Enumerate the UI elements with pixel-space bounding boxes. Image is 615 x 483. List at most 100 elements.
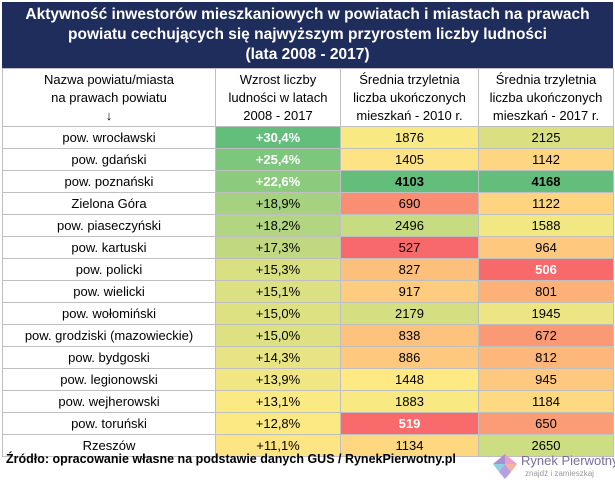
- rynek-pierwotny-logo: Rynek Pierwotny znajdź i zamieszkaj: [491, 452, 615, 482]
- dwellings-2017-cell: 650: [478, 412, 614, 435]
- dwellings-2017-cell: 672: [478, 324, 614, 347]
- header-2017-line-3: mieszkań - 2017 r.: [492, 107, 600, 123]
- dwellings-2017-cell: 506: [478, 258, 614, 281]
- logo-name: Rynek Pierwotny: [521, 453, 615, 468]
- table-row: Rzeszów +11,1% 1134 2650: [2, 434, 614, 457]
- district-name-cell: pow. toruński: [2, 412, 216, 435]
- dwellings-2017-cell: 1588: [478, 214, 614, 237]
- header-name-line-2: na prawach powiatu: [51, 89, 167, 105]
- header-name: Nazwa powiatu/miasta na prawach powiatu …: [2, 68, 216, 127]
- header-growth: Wzrost liczby ludności w latach 2008 - 2…: [215, 68, 341, 127]
- house-logo-icon: [493, 454, 517, 479]
- district-name-cell: pow. piaseczyński: [2, 214, 216, 237]
- dwellings-2017-cell: 945: [478, 368, 614, 391]
- population-growth-cell: +18,9%: [215, 192, 341, 215]
- district-name-cell: pow. wejherowski: [2, 390, 216, 413]
- header-growth-line-3: 2008 - 2017: [243, 107, 313, 123]
- dwellings-2017-cell: 1945: [478, 302, 614, 325]
- dwellings-2017-cell: 1184: [478, 390, 614, 413]
- dwellings-2010-cell: 1134: [340, 434, 479, 457]
- dwellings-2017-cell: 812: [478, 346, 614, 369]
- dwellings-2010-cell: 1405: [340, 148, 479, 171]
- population-growth-cell: +17,3%: [215, 236, 341, 259]
- population-growth-cell: +18,2%: [215, 214, 341, 237]
- header-row: Nazwa powiatu/miasta na prawach powiatu …: [2, 68, 614, 127]
- district-name-cell: Rzeszów: [2, 434, 216, 457]
- down-arrow-icon: ↓: [105, 107, 113, 123]
- population-growth-cell: +13,9%: [215, 368, 341, 391]
- dwellings-2010-cell: 519: [340, 412, 479, 435]
- header-2017-line-2: liczba ukończonych: [489, 89, 603, 105]
- district-name-cell: Zielona Góra: [2, 192, 216, 215]
- title-line-1: Aktywność inwestorów mieszkaniowych w po…: [25, 6, 590, 23]
- dwellings-2017-cell: 2125: [478, 126, 614, 149]
- population-growth-cell: +25,4%: [215, 148, 341, 171]
- dwellings-2010-cell: 886: [340, 346, 479, 369]
- header-2017: Średnia trzyletnia liczba ukończonych mi…: [478, 68, 614, 127]
- header-2010: Średnia trzyletnia liczba ukończonych mi…: [340, 68, 479, 127]
- table-title: Aktywność inwestorów mieszkaniowych w po…: [2, 2, 613, 68]
- district-name-cell: pow. wołomiński: [2, 302, 216, 325]
- table-row: pow. wrocławski +30,4% 1876 2125: [2, 126, 614, 149]
- header-2010-line-2: liczba ukończonych: [353, 89, 466, 105]
- table-row: pow. toruński +12,8% 519 650: [2, 412, 614, 435]
- dwellings-2010-cell: 917: [340, 280, 479, 303]
- dwellings-2010-cell: 1883: [340, 390, 479, 413]
- header-2010-line-1: Średnia trzyletnia: [359, 71, 460, 87]
- table-row: Zielona Góra +18,9% 690 1122: [2, 192, 614, 215]
- dwellings-2017-cell: 2650: [478, 434, 614, 457]
- dwellings-2017-cell: 964: [478, 236, 614, 259]
- population-growth-cell: +15,0%: [215, 324, 341, 347]
- dwellings-2017-cell: 1142: [478, 148, 614, 171]
- table-row: pow. kartuski +17,3% 527 964: [2, 236, 614, 259]
- district-name-cell: pow. wrocławski: [2, 126, 216, 149]
- table-row: pow. poznański +22,6% 4103 4168: [2, 170, 614, 193]
- source-note: Źródło: opracowanie własne na podstawie …: [6, 452, 456, 466]
- title-line-3: (lata 2008 - 2017): [245, 46, 370, 63]
- dwellings-2010-cell: 690: [340, 192, 479, 215]
- dwellings-2010-cell: 838: [340, 324, 479, 347]
- table-row: pow. wołomiński +15,0% 2179 1945: [2, 302, 614, 325]
- dwellings-2017-cell: 801: [478, 280, 614, 303]
- population-growth-cell: +14,3%: [215, 346, 341, 369]
- table-row: pow. legionowski +13,9% 1448 945: [2, 368, 614, 391]
- header-name-line-1: Nazwa powiatu/miasta: [43, 71, 175, 87]
- district-name-cell: pow. legionowski: [2, 368, 216, 391]
- district-name-cell: pow. policki: [2, 258, 216, 281]
- district-name-cell: pow. kartuski: [2, 236, 216, 259]
- data-table: Nazwa powiatu/miasta na prawach powiatu …: [2, 68, 614, 457]
- header-2010-line-3: mieszkań - 2010 r.: [356, 107, 463, 123]
- dwellings-2010-cell: 527: [340, 236, 479, 259]
- table-row: pow. gdański +25,4% 1405 1142: [2, 148, 614, 171]
- district-name-cell: pow. grodziski (mazowieckie): [2, 324, 216, 347]
- header-growth-line-1: Wzrost liczby: [239, 71, 317, 87]
- district-name-cell: pow. wielicki: [2, 280, 216, 303]
- table-row: pow. wielicki +15,1% 917 801: [2, 280, 614, 303]
- population-growth-cell: +13,1%: [215, 390, 341, 413]
- district-name-cell: pow. poznański: [2, 170, 216, 193]
- table-row: pow. policki +15,3% 827 506: [2, 258, 614, 281]
- population-growth-cell: +15,1%: [215, 280, 341, 303]
- population-growth-cell: +15,0%: [215, 302, 341, 325]
- population-growth-cell: +11,1%: [215, 434, 341, 457]
- table-row: pow. grodziski (mazowieckie) +15,0% 838 672: [2, 324, 614, 347]
- district-name-cell: pow. bydgoski: [2, 346, 216, 369]
- population-growth-cell: +12,8%: [215, 412, 341, 435]
- dwellings-2010-cell: 4103: [340, 170, 479, 193]
- logo-tagline: znajdź i zamieszkaj: [525, 469, 594, 478]
- population-growth-cell: +22,6%: [215, 170, 341, 193]
- dwellings-2017-cell: 4168: [478, 170, 614, 193]
- dwellings-2010-cell: 2179: [340, 302, 479, 325]
- population-growth-cell: +30,4%: [215, 126, 341, 149]
- table-row: pow. bydgoski +14,3% 886 812: [2, 346, 614, 369]
- title-line-2: powiatu cechujących się najwyższym przyr…: [68, 26, 547, 43]
- dwellings-2010-cell: 1876: [340, 126, 479, 149]
- header-2017-line-1: Średnia trzyletnia: [495, 71, 597, 87]
- population-growth-cell: +15,3%: [215, 258, 341, 281]
- dwellings-2010-cell: 827: [340, 258, 479, 281]
- header-growth-line-2: ludności w latach: [228, 89, 328, 105]
- dwellings-2010-cell: 1448: [340, 368, 479, 391]
- table-row: pow. wejherowski +13,1% 1883 1184: [2, 390, 614, 413]
- dwellings-2017-cell: 1122: [478, 192, 614, 215]
- table-row: pow. piaseczyński +18,2% 2496 1588: [2, 214, 614, 237]
